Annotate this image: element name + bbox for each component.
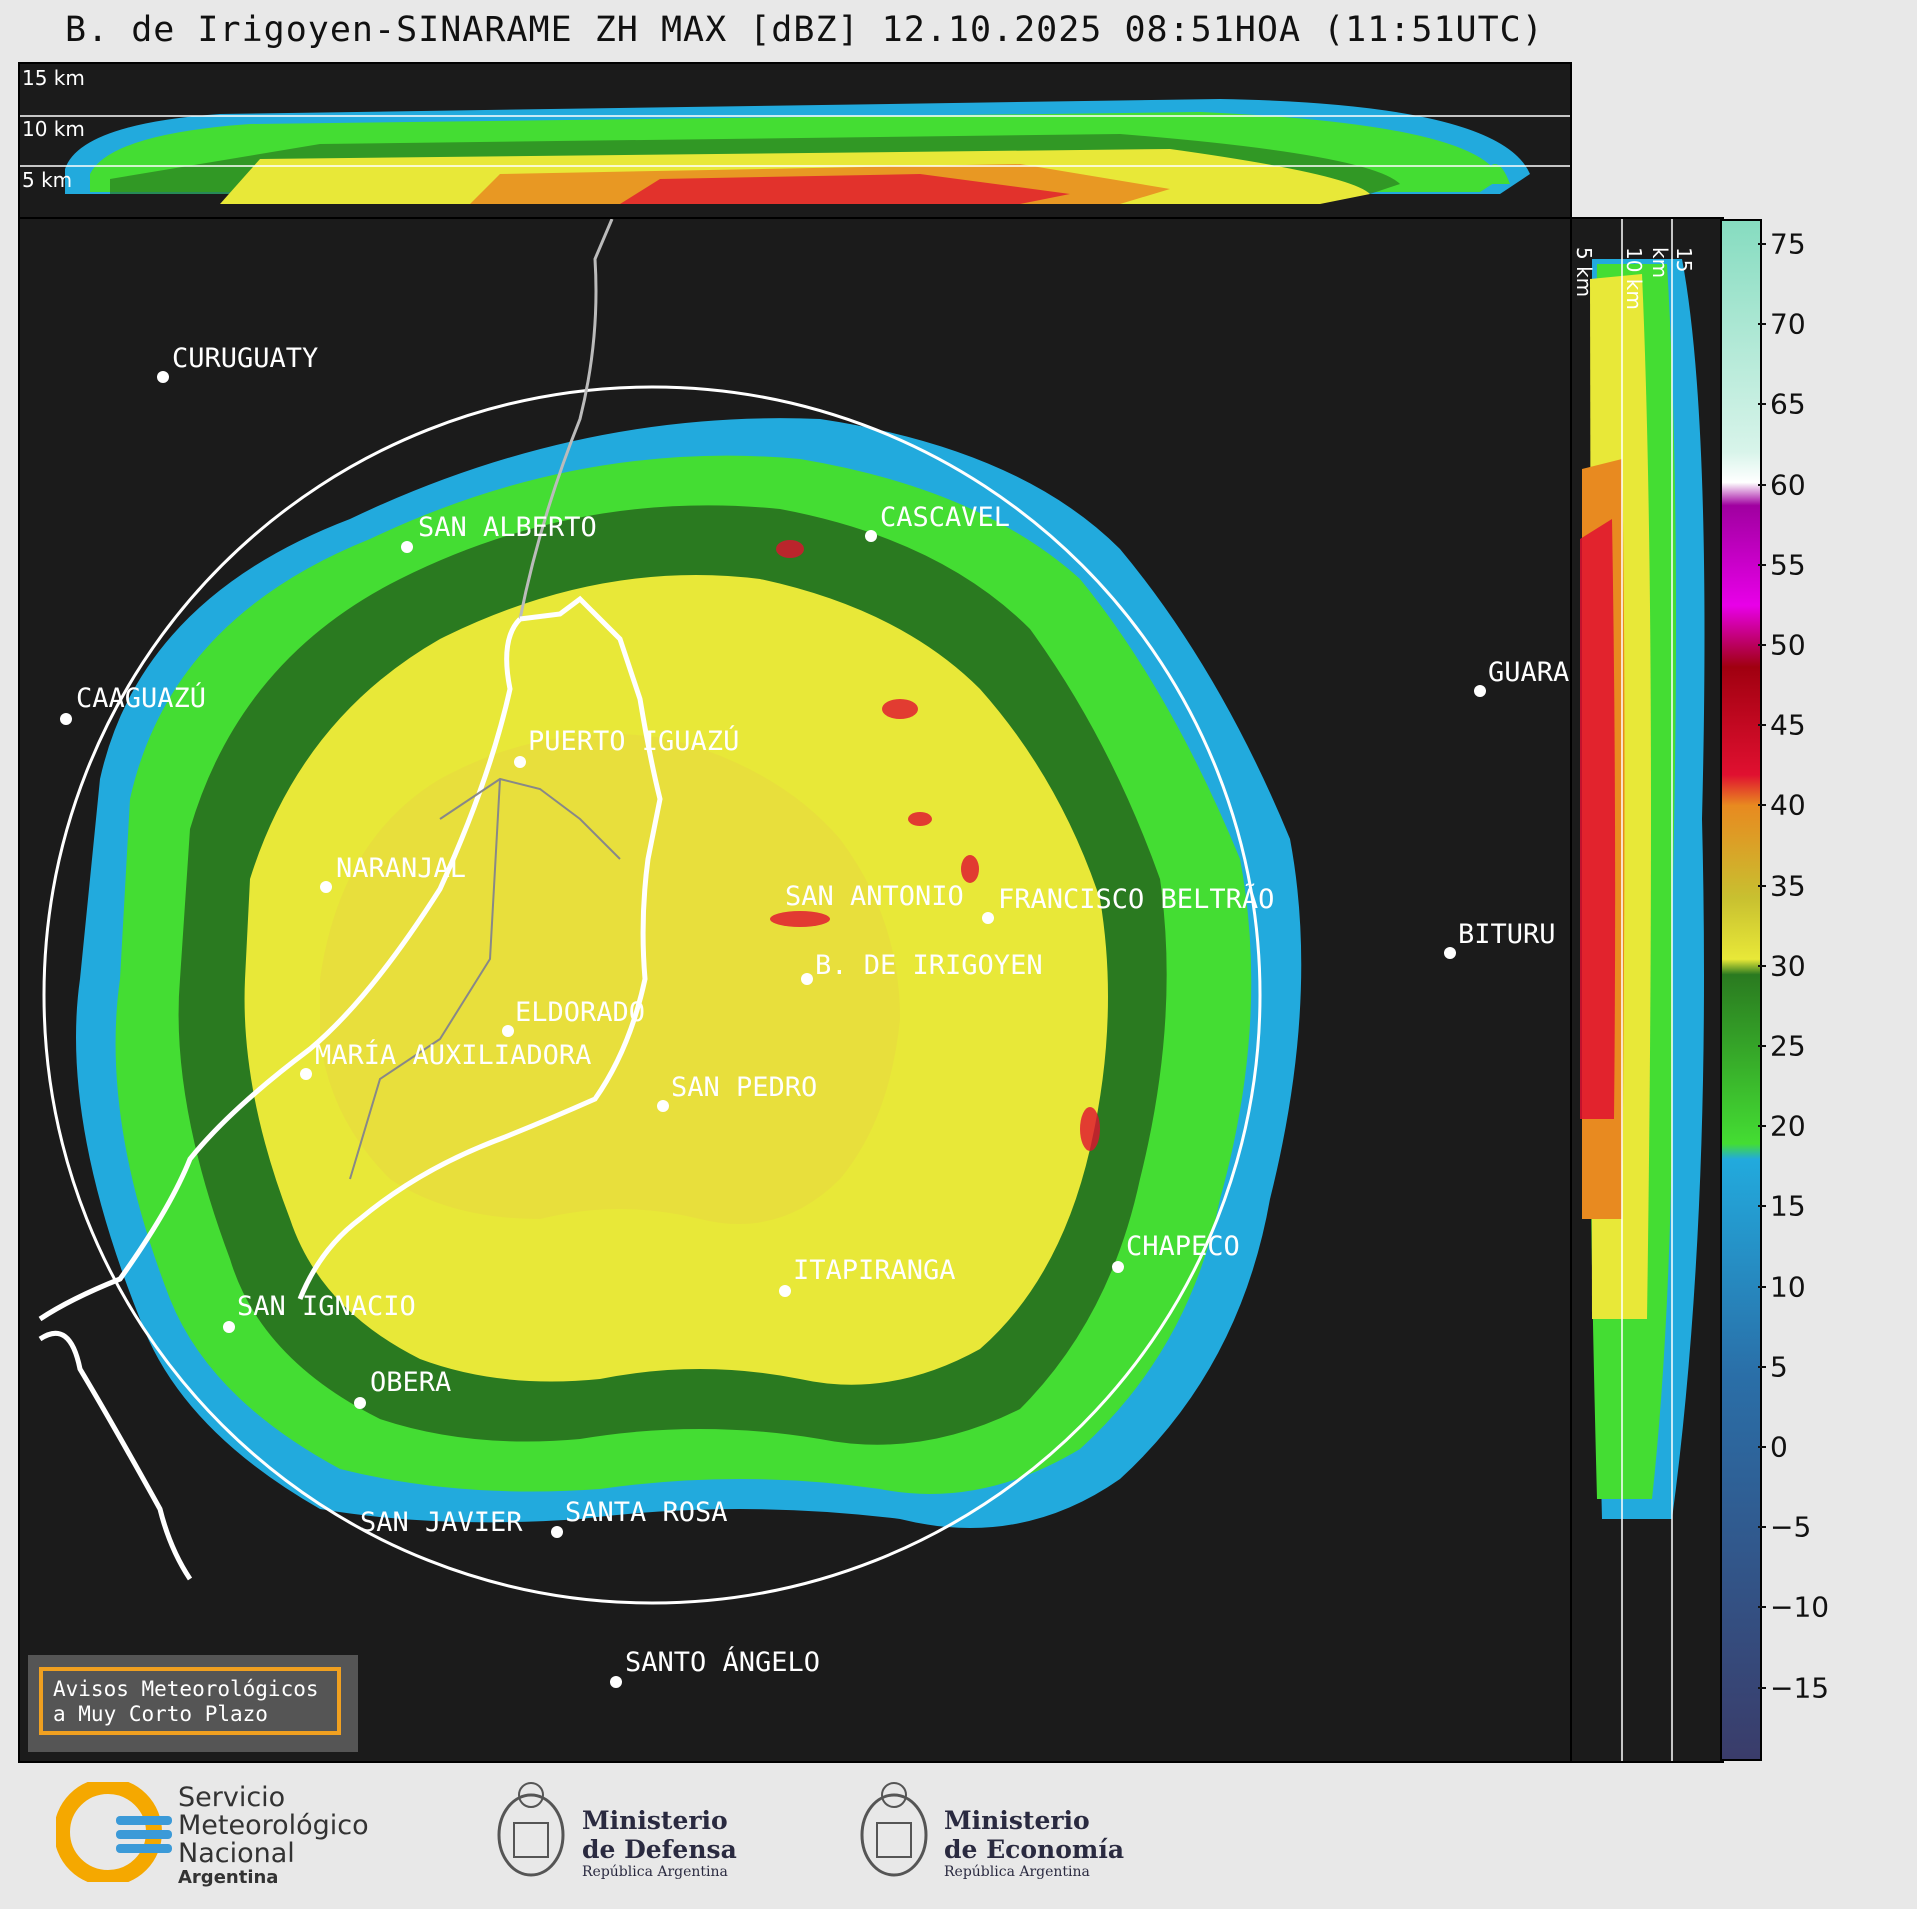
colorbar-tick-label: 45: [1770, 708, 1806, 742]
height-label-5km: 5 km: [1572, 247, 1596, 298]
economia-text-1: Ministerio: [944, 1806, 1090, 1835]
city-label: SAN JAVIER: [360, 1507, 523, 1538]
colorbar-tick-label: 0: [1770, 1430, 1788, 1464]
defensa-text-3: República Argentina: [582, 1864, 728, 1880]
defensa-text-1: Ministerio: [582, 1806, 728, 1835]
city-label: SANTA ROSA: [565, 1497, 728, 1528]
colorbar-tick-mark: [1758, 964, 1766, 967]
colorbar-tick-label: 10: [1770, 1270, 1806, 1304]
colorbar-tick-label: −10: [1770, 1590, 1830, 1624]
colorbar-tick-label: 40: [1770, 788, 1806, 822]
defensa-seal-icon: [497, 1782, 565, 1877]
colorbar-tick-label: 15: [1770, 1189, 1806, 1223]
economia-seal-icon: [860, 1782, 928, 1877]
aviso-box[interactable]: Avisos Meteorológicos a Muy Corto Plazo: [28, 1655, 358, 1752]
city-label: SAN ANTONIO: [785, 881, 964, 912]
colorbar-tick-label: 30: [1770, 949, 1806, 983]
city-label: CHAPECO: [1126, 1231, 1240, 1262]
smn-text-4: Argentina: [178, 1867, 279, 1888]
height-label-10km: 10 km: [22, 117, 85, 141]
colorbar-tick-mark: [1758, 1446, 1766, 1448]
colorbar: [1720, 219, 1762, 1761]
colorbar-tick-mark: [1758, 1526, 1766, 1529]
colorbar-tick-label: 20: [1770, 1109, 1806, 1143]
colorbar-tick-label: 70: [1770, 307, 1806, 341]
colorbar-tick-mark: [1758, 1686, 1766, 1689]
colorbar-tick-mark: [1758, 403, 1766, 406]
height-label-15km: 15 km: [22, 66, 85, 90]
colorbar-tick-mark: [1758, 1365, 1766, 1368]
colorbar-tick-mark: [1758, 1205, 1766, 1208]
colorbar-tick-label: 60: [1770, 468, 1806, 502]
smn-text-3: Nacional: [178, 1838, 295, 1869]
smn-text-2: Meteorológico: [178, 1810, 369, 1841]
city-label: CURUGUATY: [172, 343, 318, 374]
city-label: ITAPIRANGA: [793, 1255, 956, 1286]
smn-logo-icon: [56, 1782, 172, 1882]
city-label: SAN ALBERTO: [418, 512, 597, 543]
colorbar-tick-mark: [1758, 323, 1766, 326]
city-label: OBERA: [370, 1367, 451, 1398]
colorbar-tick-label: 65: [1770, 387, 1806, 421]
city-label: MARÍA AUXILIADORA: [315, 1039, 591, 1071]
colorbar-tick-mark: [1758, 644, 1766, 646]
city-label: SANTO ÁNGELO: [625, 1646, 820, 1678]
city-label: FRANCISCO BELTRÃO: [998, 883, 1274, 915]
city-label: BITURU: [1458, 919, 1556, 950]
colorbar-gradient: [1722, 221, 1760, 1759]
economia-text-3: República Argentina: [944, 1864, 1090, 1880]
colorbar-tick-mark: [1758, 483, 1766, 486]
height-label-15km: 15 km: [1648, 247, 1696, 279]
city-label: SAN IGNACIO: [237, 1291, 416, 1322]
city-label: ELDORADO: [515, 997, 645, 1028]
colorbar-tick-mark: [1758, 563, 1766, 566]
height-label-10km: 10 km: [1622, 247, 1646, 310]
aviso-line1: Avisos Meteorológicos: [53, 1677, 319, 1701]
colorbar-tick-mark: [1758, 243, 1766, 245]
radar-plot: CURUGUATY SAN ALBERTO CASCAVEL CAAGUAZÚ …: [38, 219, 1569, 1688]
defensa-text-2: de Defensa: [582, 1835, 737, 1864]
city-label: CASCAVEL: [880, 502, 1010, 533]
colorbar-tick-label: 25: [1770, 1029, 1806, 1063]
aviso-line2: a Muy Corto Plazo: [53, 1702, 268, 1726]
side-cross-section: 5 km 10 km 15 km: [1570, 217, 1724, 1763]
smn-text-1: Servicio: [178, 1782, 286, 1813]
city-label: B. DE IRIGOYEN: [815, 950, 1043, 981]
colorbar-tick-mark: [1758, 884, 1766, 887]
side-cross-section-plot: [1580, 219, 1705, 1761]
colorbar-tick-label: −15: [1770, 1671, 1830, 1705]
colorbar-tick-label: 35: [1770, 869, 1806, 903]
colorbar-tick-mark: [1758, 804, 1766, 807]
colorbar-tick-mark: [1758, 1285, 1766, 1288]
city-label: CAAGUAZÚ: [76, 682, 206, 714]
city-label: PUERTO IGUAZÚ: [528, 725, 739, 757]
colorbar-tick-mark: [1758, 724, 1766, 727]
colorbar-tick-mark: [1758, 1045, 1766, 1047]
city-label: SAN PEDRO: [671, 1072, 817, 1103]
colorbar-tick-mark: [1758, 1606, 1766, 1609]
colorbar-tick-label: 50: [1770, 628, 1806, 662]
height-label-5km: 5 km: [22, 168, 73, 192]
economia-text-2: de Economía: [944, 1835, 1125, 1864]
colorbar-tick-label: 75: [1770, 227, 1806, 261]
city-label: GUARA: [1488, 657, 1569, 688]
colorbar-tick-label: 5: [1770, 1350, 1788, 1384]
colorbar-tick-label: 55: [1770, 548, 1806, 582]
colorbar-tick-label: −5: [1770, 1510, 1812, 1544]
top-cross-section: 15 km 10 km 5 km: [18, 62, 1572, 220]
radar-map: CURUGUATY SAN ALBERTO CASCAVEL CAAGUAZÚ …: [18, 217, 1572, 1763]
map-title: B. de Irigoyen-SINARAME ZH MAX [dBZ] 12.…: [65, 10, 1544, 50]
top-cross-section-plot: [20, 99, 1570, 204]
colorbar-tick-mark: [1758, 1125, 1766, 1128]
city-label: NARANJAL: [336, 853, 466, 884]
